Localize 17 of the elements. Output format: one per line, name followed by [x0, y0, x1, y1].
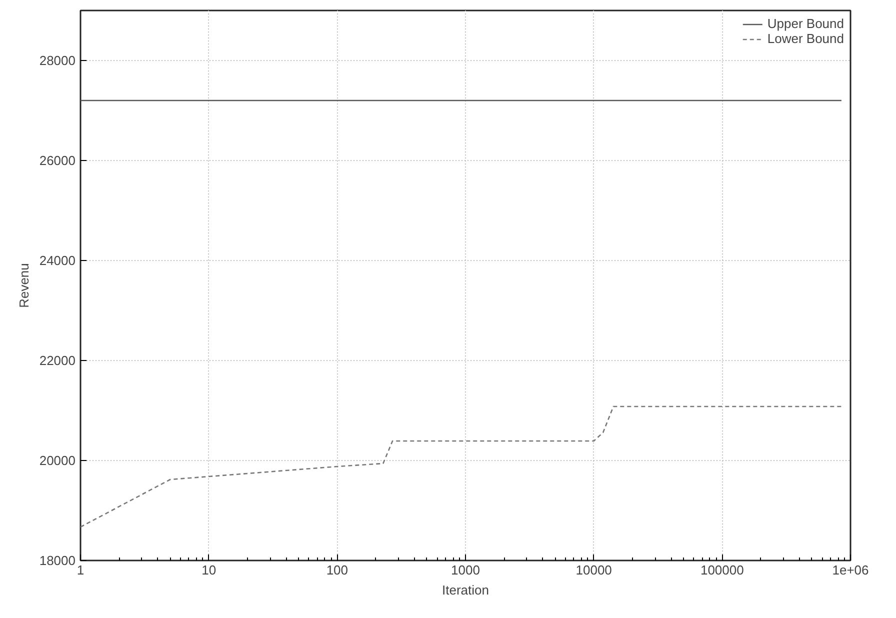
legend-label: Upper Bound — [767, 16, 844, 31]
legend-label: Lower Bound — [767, 31, 844, 46]
x-tick-label: 1 — [76, 562, 84, 578]
x-tick-label: 1e+06 — [832, 562, 869, 578]
x-tick-label: 1000 — [451, 562, 480, 578]
y-tick-label: 22000 — [39, 353, 76, 368]
y-tick-label: 24000 — [39, 253, 76, 268]
x-tick-label: 100000 — [700, 562, 744, 578]
x-tick-label: 100 — [326, 562, 348, 578]
y-tick-label: 20000 — [39, 453, 76, 468]
x-tick-label: 10000 — [576, 562, 612, 578]
x-axis-title: Iteration — [442, 582, 489, 598]
y-tick-label: 26000 — [39, 153, 76, 168]
x-tick-label: 10 — [202, 562, 216, 578]
y-axis-title: Revenu — [16, 263, 32, 308]
y-tick-label: 18000 — [39, 553, 76, 568]
y-tick-label: 28000 — [39, 53, 76, 68]
